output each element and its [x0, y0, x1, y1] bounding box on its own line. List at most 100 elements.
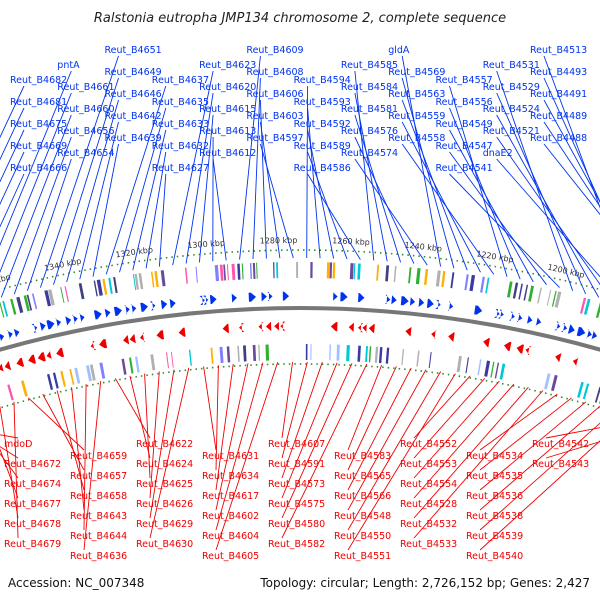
reverse-leader-line: [347, 366, 397, 471]
forward-gene-label: Reut_B4669: [10, 141, 67, 152]
reverse-leader-line: [479, 405, 600, 511]
reverse-leader-line: [149, 369, 175, 519]
forward-gene-label: Reut_B4635: [152, 97, 209, 108]
reverse-leader-line: [347, 369, 427, 511]
reverse-feature-block: [465, 357, 469, 374]
forward-feature-block: [546, 289, 552, 306]
reverse-gene-arrow: [0, 363, 5, 372]
forward-gene-label: Reut_B4660: [57, 104, 114, 115]
reverse-gene-label: Reut_B4540: [466, 551, 523, 562]
reverse-feature-block: [47, 373, 54, 390]
forward-gene-label: gldA: [388, 45, 410, 56]
reverse-leader-line: [0, 452, 19, 479]
forward-gene-label: Reut_B4493: [530, 67, 587, 78]
chromosome-backbone: [0, 306, 600, 352]
forward-leader-line: [496, 136, 600, 286]
forward-feature-block: [296, 262, 299, 278]
forward-feature-block: [464, 274, 469, 291]
forward-gene-arrow: [248, 292, 256, 302]
reverse-gene-label: Reut_B4617: [202, 491, 259, 502]
forward-leader-line: [66, 99, 119, 283]
reverse-leader-line: [413, 375, 471, 439]
reverse-feature-block: [69, 368, 75, 385]
forward-gene-arrow: [261, 292, 267, 302]
reverse-feature-block: [135, 356, 140, 373]
forward-feature-block: [554, 291, 562, 308]
forward-feature-block: [376, 264, 380, 281]
forward-feature-block: [528, 285, 534, 302]
reverse-gene-label: Reut_B4542: [532, 439, 589, 450]
kbp-tick-label: 1240 kbp: [404, 241, 442, 254]
forward-leader-line: [259, 99, 267, 259]
reverse-gene-label: Reut_B4552: [400, 439, 457, 450]
forward-feature-block: [583, 298, 591, 315]
reverse-gene-label: Reut_B4607: [268, 439, 325, 450]
forward-gene-label: Reut_B4574: [341, 148, 398, 159]
reverse-gene-arrow: [265, 321, 272, 331]
reverse-leader-line: [413, 383, 515, 499]
forward-feature-block: [252, 262, 256, 279]
forward-leader-line: [306, 85, 309, 259]
forward-feature-block: [357, 263, 361, 280]
forward-gene-label: Reut_B4651: [105, 45, 162, 56]
forward-gene-label: Reut_B4563: [388, 89, 445, 100]
reverse-gene-label: Reut_B4630: [136, 539, 193, 550]
reverse-gene-arrow: [448, 332, 455, 342]
forward-feature-block: [60, 287, 65, 303]
reverse-feature-block: [428, 352, 432, 368]
forward-gene-arrow: [340, 292, 348, 302]
forward-feature-block: [226, 264, 229, 281]
forward-feature-block: [78, 283, 85, 300]
forward-leader-line: [252, 77, 261, 260]
reverse-leader-line: [13, 401, 19, 539]
reverse-leader-line: [0, 446, 19, 459]
forward-gene-label: Reut_B4531: [483, 60, 540, 71]
forward-gene-arrow: [358, 293, 365, 303]
forward-feature-block: [249, 263, 252, 280]
forward-gene-label: Reut_B4639: [105, 133, 162, 144]
forward-leader-line: [496, 114, 600, 298]
reverse-leader-line: [413, 386, 529, 519]
forward-gene-label: Reut_B4633: [152, 119, 209, 130]
forward-feature-block: [150, 271, 155, 288]
forward-feature-block: [184, 267, 188, 284]
forward-feature-block: [160, 270, 166, 287]
reverse-gene-arrow: [56, 347, 64, 358]
forward-leader-line: [354, 136, 415, 264]
reverse-feature-block: [170, 351, 174, 368]
forward-feature-block: [214, 264, 220, 282]
reverse-feature-block: [416, 350, 420, 367]
forward-gene-label: Reut_B4521: [483, 126, 540, 137]
forward-gene-arrow: [55, 318, 62, 328]
reverse-feature-block: [21, 380, 28, 397]
reverse-feature-block: [74, 367, 81, 384]
forward-gene-label: Reut_B4609: [246, 45, 303, 56]
reverse-gene-labels: mdoD Reut_B4672 Reut_B4674 Reut_B4677 Reut_B…: [0, 361, 600, 562]
forward-leader-line: [0, 85, 25, 139]
forward-gene-arrow: [561, 322, 568, 333]
forward-gene-arrow: [130, 304, 137, 314]
forward-gene-label: Reut_B4646: [105, 89, 162, 100]
kbp-tick-label: 1340 kbp: [43, 257, 82, 273]
forward-gene-label: Reut_B4681: [10, 97, 67, 108]
forward-gene-label: Reut_B4589: [294, 141, 351, 152]
forward-gene-arrow: [384, 294, 391, 304]
reverse-leader-line: [129, 375, 151, 459]
forward-leader-line: [0, 92, 72, 274]
reverse-gene-arrow: [504, 341, 512, 351]
forward-gene-label: Reut_B4541: [436, 163, 493, 174]
forward-gene-arrow: [13, 328, 20, 338]
forward-gene-arrow: [93, 310, 102, 320]
forward-leader-line: [401, 77, 455, 269]
reverse-gene-label: Reut_B4659: [70, 451, 127, 462]
reverse-feature-block: [594, 386, 600, 403]
forward-gene-arrow: [149, 301, 156, 311]
reverse-leader-line: [479, 422, 600, 531]
reverse-feature-block: [60, 370, 66, 387]
forward-feature-block: [26, 294, 33, 311]
forward-feature-block: [256, 262, 258, 279]
forward-gene-arrow: [591, 330, 598, 340]
reverse-feature-block: [129, 357, 134, 374]
reverse-feature-block: [7, 384, 14, 401]
forward-leader-line: [543, 55, 600, 209]
